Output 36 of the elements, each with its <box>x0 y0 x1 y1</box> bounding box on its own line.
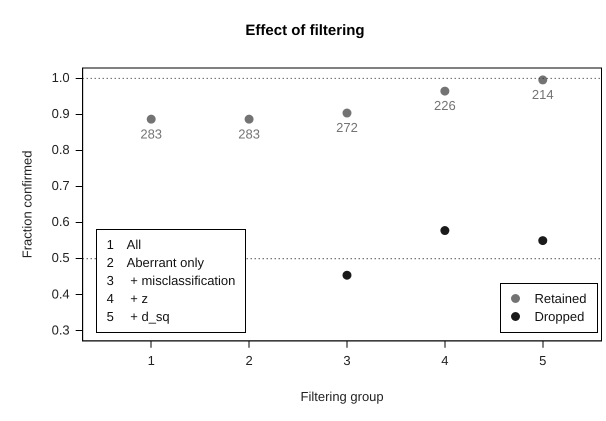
annotation: 226 <box>434 98 456 114</box>
x-tick-label: 5 <box>539 353 546 368</box>
point <box>440 226 450 236</box>
annotation: 283 <box>140 126 162 142</box>
x-tick-label: 3 <box>343 353 351 368</box>
point <box>342 108 352 118</box>
x-axis-title: Filtering group <box>300 388 384 404</box>
x-tick-label: 1 <box>148 353 155 368</box>
point <box>146 114 156 124</box>
text: 5 + d_sq <box>106 308 170 324</box>
text: 3 + misclassification <box>106 272 236 288</box>
y-tick-label: 0.4 <box>52 286 70 302</box>
x-tick-label: 2 <box>245 353 253 368</box>
annotation: 272 <box>336 120 358 136</box>
point <box>538 236 548 246</box>
legend-label: Dropped <box>534 308 584 326</box>
text: 4 + z <box>106 290 148 306</box>
y-tick-label: 0.9 <box>52 106 70 122</box>
y-tick-label: 0.3 <box>52 322 70 338</box>
annotation: 214 <box>532 86 554 102</box>
annotation: 1 All <box>106 236 142 254</box>
y-tick-label: 0.7 <box>52 178 70 194</box>
point <box>538 75 548 84</box>
point <box>244 114 254 124</box>
chart-title: Effect of filtering <box>245 22 365 40</box>
y-tick-label: 0.8 <box>52 142 70 158</box>
y-tick-label: 0.6 <box>52 214 70 230</box>
y-tick-label: 0.5 <box>52 250 70 266</box>
y-tick-label: 1.0 <box>52 70 70 86</box>
point <box>342 270 352 280</box>
legend-label: Retained <box>534 290 586 308</box>
x-tick-label: 4 <box>441 353 448 368</box>
annotation: 2 Aberrant only <box>106 254 204 272</box>
y-axis-title: Fraction confirmed <box>19 150 34 258</box>
annotation: 283 <box>238 126 260 142</box>
point <box>440 86 450 96</box>
